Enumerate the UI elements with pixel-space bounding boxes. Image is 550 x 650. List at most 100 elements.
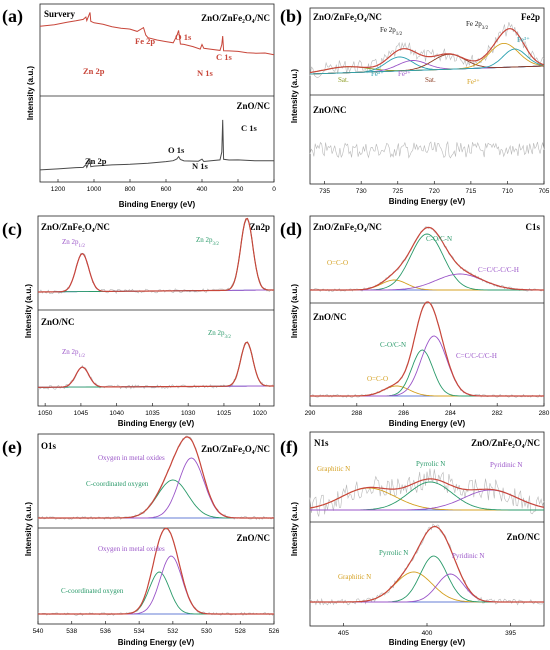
panel-b-frame [309,7,545,185]
panel-d-element: C1s [525,222,540,232]
panel-f-pyrd-top: Pyridinic N [490,461,522,469]
panel-e: (e) O1s ZnO/ZnFe₂O₄/NC ZnO/NC Oxygen in … [2,433,280,647]
panel-d-xlabel: Binding Energy (eV) [389,419,466,428]
panel-b-xlabel: Binding Energy (eV) [389,197,466,206]
fit-component-line [38,555,274,615]
panel-d-top-sample: ZnO/ZnFe₂O₄/NC [313,222,382,232]
x-tick-label: 725 [392,188,403,195]
x-tick-label: 730 [356,188,367,195]
panel-e-frame [37,433,275,625]
x-tick-label: 1040 [109,410,124,417]
x-tick-label: 1045 [74,410,89,417]
survey-line-zfnc [39,12,275,56]
x-tick-label: 710 [502,188,513,195]
x-tick-label: 735 [319,188,330,195]
panel-e-cco-bottom: C-coordinated oxygen [61,587,124,595]
panel-d-ccch-bottom: C=C/C-C/C-H [456,352,497,360]
panel-f-grap-bottom: Graphitic N [338,573,371,581]
envelope-line [38,436,274,519]
panel-b-fe2-right: Fe²⁺ [467,78,480,86]
panel-a-frame [39,3,275,183]
fit-component-line [309,53,544,75]
envelope-line [310,301,544,397]
x-tick-label: 1050 [38,410,53,417]
panel-c-bottom-sample: ZnO/NC [41,317,75,327]
fit-component-line [310,385,544,397]
panel-b-fe2-left: Fe²⁺ [398,70,411,78]
panel-b: (b) ZnO/ZnFe₂O₄/NC Fe2p ZnO/NC Fe 2p1/2 … [280,6,550,206]
panel-a-zn2p-label-2: Zn 2p [85,156,107,166]
panel-f-ylabel: Intensity (a.u.) [290,502,299,557]
panel-c-top-sample: ZnO/ZnFe₂O₄/NC [41,222,110,232]
panel-f-bottom-sample: ZnO/NC [506,532,540,542]
panel-d-con-bottom: C-O/C-N [380,341,406,349]
x-tick-label: 288 [351,410,362,417]
panel-b-fe3-right: Fe³⁺ [517,36,530,44]
x-tick-label: 532 [167,628,178,635]
panel-d-curves [309,226,545,398]
panel-f-top-sample: ZnO/ZnFe₂O₄/NC [471,438,540,448]
panel-a-xlabel: Binding Energy (eV) [119,200,196,209]
envelope-line [309,28,545,74]
panel-e-omo-bottom: Oxygen in metal oxides [98,545,165,553]
panel-d-occo-top: O=C-O [327,259,348,267]
fit-component-line [309,48,545,75]
panel-a-fe2p-label: Fe 2p [135,36,155,46]
x-tick-label: 400 [197,186,208,193]
panel-f-curves [309,468,545,606]
panel-d-frame [309,215,545,407]
panel-c: (c) ZnO/ZnFe₂O₄/NC Zn2p ZnO/NC Zn 2p1/2 … [2,215,275,428]
panel-b-element: Fe2p [521,12,540,22]
panel-c-zn32-bottom: Zn 2p3/2 [208,329,231,340]
x-tick-label: 705 [539,188,550,195]
fit-component-line [38,479,274,519]
x-tick-label: 1025 [217,410,232,417]
fit-component-line [310,335,544,397]
panel-f: (f) N1s ZnO/ZnFe₂O₄/NC ZnO/NC Graphitic … [280,431,545,647]
panel-c-zn32-top: Zn 2p3/2 [196,236,219,247]
x-tick-label: 395 [505,630,516,637]
x-tick-label: 284 [445,410,456,417]
x-tick-label: 1200 [51,186,66,193]
envelope-line [310,226,544,291]
panel-b-ticks: 735 730 725 720 715 710 705 [319,181,550,195]
x-tick-label: 400 [422,630,433,637]
panel-c-element: Zn2p [249,222,270,232]
panel-a-curves [39,12,275,171]
x-tick-label: 290 [305,410,316,417]
panel-a-top-sample: ZnO/ZnFe₂O₄/NC [201,13,270,23]
panel-b-bottom-sample: ZnO/NC [313,105,347,115]
panel-e-ylabel: Intensity (a.u.) [24,502,33,557]
x-tick-label: 720 [429,188,440,195]
panel-d-occo-bottom: O=C-O [367,375,388,383]
envelope-line [38,217,274,293]
panel-a-zn2p-label: Zn 2p [83,66,105,76]
panel-b-fe3-left: Fe³⁺ [371,70,384,78]
panel-a-o1s-label: O 1s [175,32,192,42]
panel-f-xlabel: Binding Energy (eV) [389,638,466,647]
panel-f-pyrr-bottom: Pyrrolic N [379,549,408,557]
panel-e-element: O1s [41,441,57,451]
x-tick-label: 282 [492,410,503,417]
x-tick-label: 200 [233,186,244,193]
panel-a-ticks: 1200 1000 800 600 400 200 0 [51,179,276,193]
panel-a-n1s-label-2: N 1s [192,161,209,171]
panel-b-label: (b) [280,6,302,27]
fit-component-line [38,457,274,519]
panel-a-n1s-label: N 1s [197,68,214,78]
panel-c-label: (c) [2,219,22,240]
envelope-line [38,527,274,615]
panel-c-zn12-top: Zn 2p1/2 [62,238,85,249]
panel-d-label: (d) [280,219,302,240]
panel-d-ticks: 290 288 286 284 282 280 [305,403,550,417]
panel-f-element: N1s [314,438,329,448]
panel-f-pyrd-bottom: Pyridinic N [452,552,484,560]
panel-f-label: (f) [280,437,298,458]
fit-component-line [310,481,544,511]
panel-f-grap-top: Graphitic N [317,465,350,473]
x-tick-label: 540 [33,628,44,635]
x-tick-label: 800 [125,186,136,193]
raw-data-line [309,468,545,517]
x-tick-label: 0 [272,186,276,193]
